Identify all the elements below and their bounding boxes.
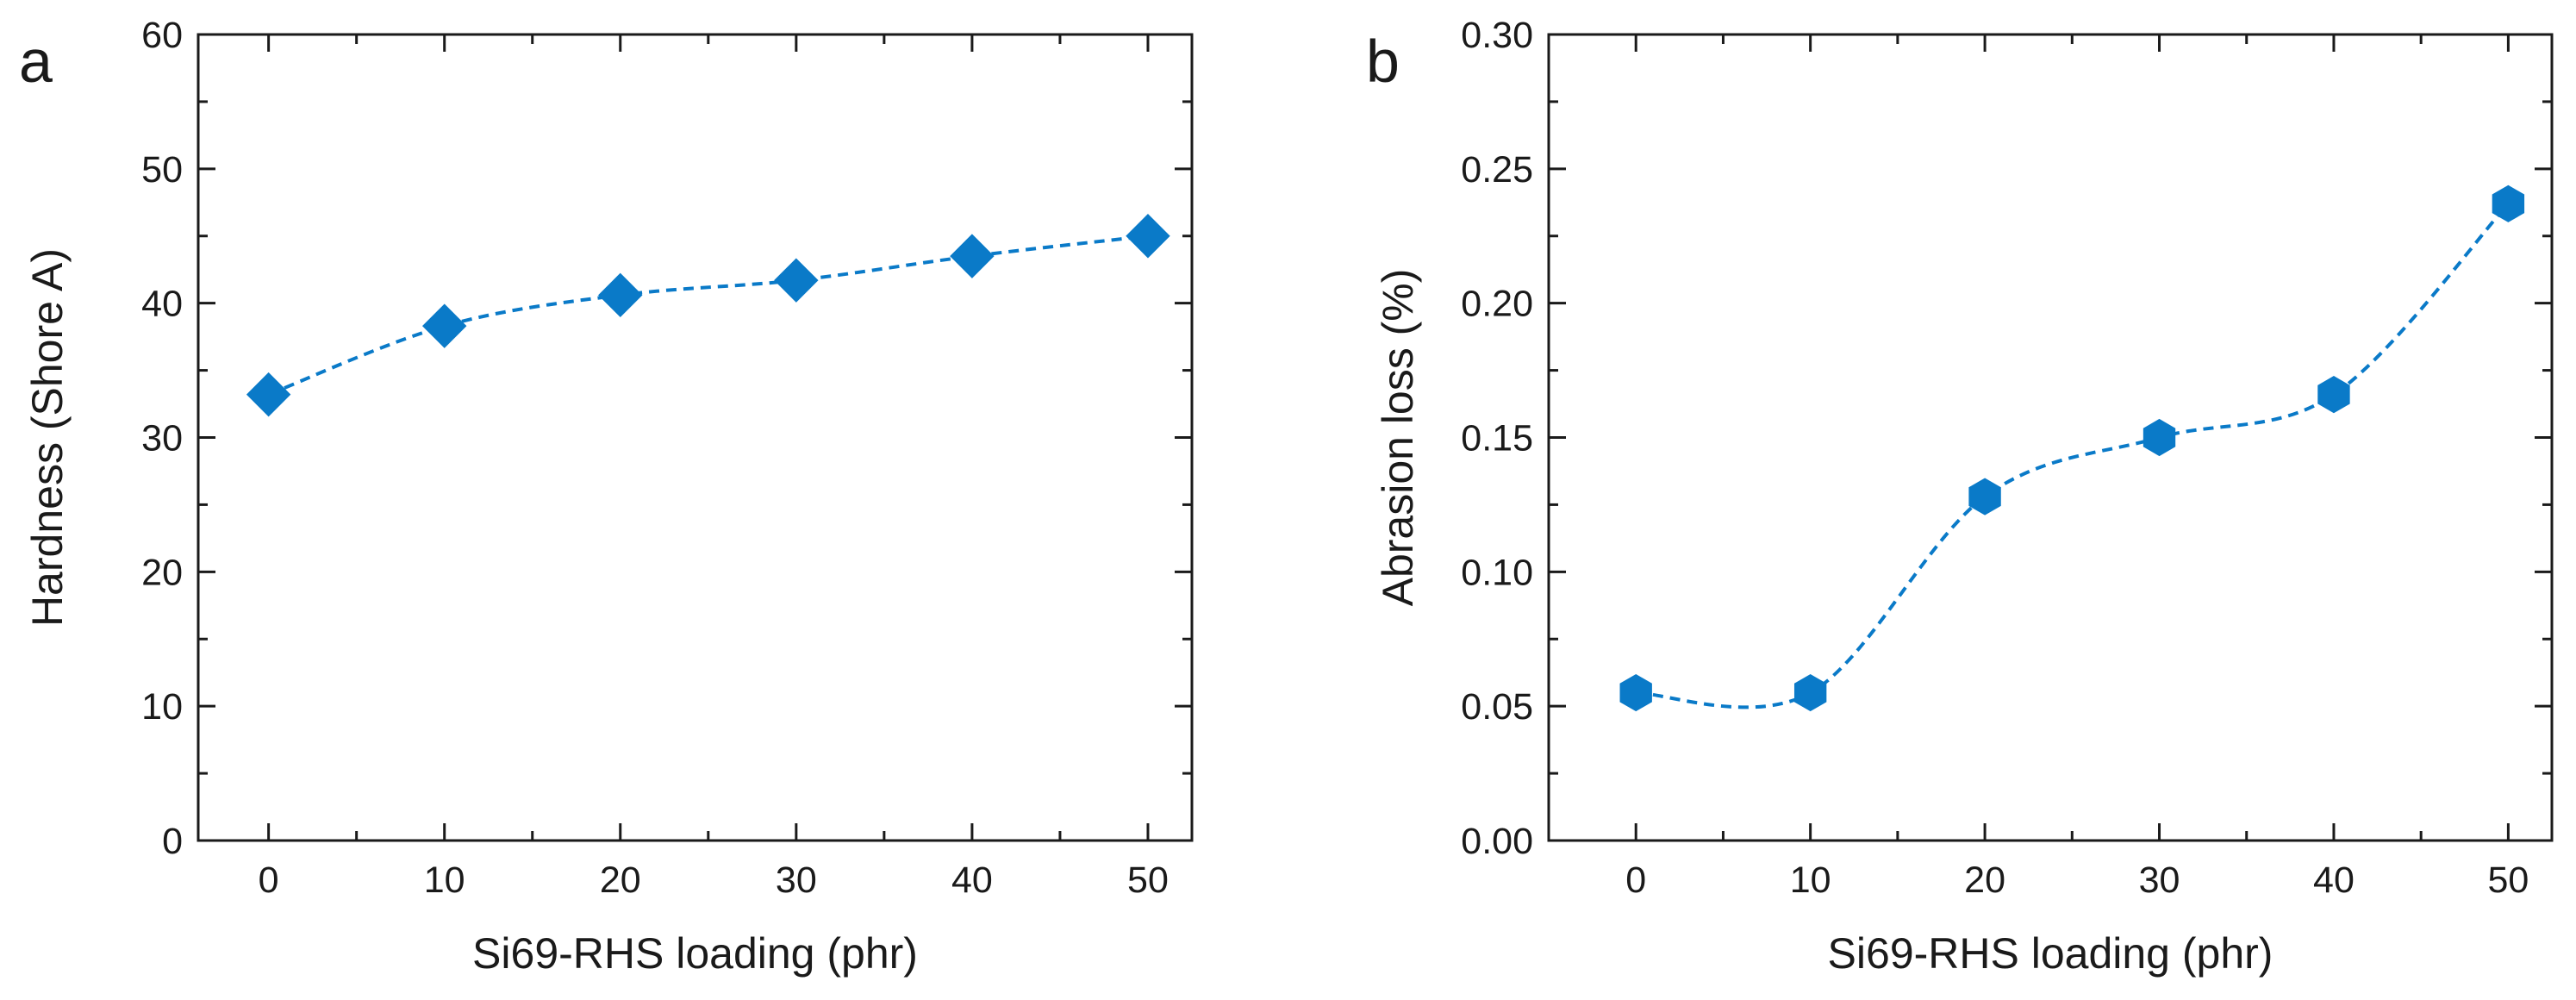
y-tick-label: 0.20	[1461, 284, 1533, 325]
data-point	[950, 234, 995, 278]
y-tick-label: 0.30	[1461, 15, 1533, 56]
data-point	[774, 258, 819, 303]
x-tick-label: 20	[600, 859, 641, 901]
plot-frame	[196, 33, 1194, 842]
panel-letter-b: b	[1366, 28, 1400, 95]
y-axis-label: Abrasion loss (%)	[1374, 269, 1422, 607]
y-tick-label: 0	[162, 821, 183, 862]
x-tick-label: 40	[2313, 859, 2355, 901]
panel-b: b 0 10 20 30 40 50 0.00 0.05 0.10 0.15 0.20 0.25 0.30…	[1366, 15, 2554, 978]
data-point	[598, 272, 643, 318]
x-tick-label: 0	[259, 859, 279, 901]
x-tick-label: 10	[1790, 859, 1831, 901]
y-tick-label: 0.10	[1461, 552, 1533, 593]
panel-a: a 0 10 20 30 40 50 0 10 20 30 40 50 60 Si69-RHS loadin…	[19, 15, 1194, 978]
x-tick-label: 50	[2487, 859, 2529, 901]
y-tick-label: 0.00	[1461, 821, 1533, 862]
x-axis-label: Si69-RHS loading (phr)	[472, 929, 918, 978]
y-tick-label: 0.15	[1461, 418, 1533, 459]
plot-frame	[1547, 33, 2554, 842]
y-tick-label: 50	[141, 149, 183, 191]
data-point	[2492, 184, 2525, 222]
data-point	[1793, 674, 1827, 712]
x-axis-label: Si69-RHS loading (phr)	[1828, 929, 2273, 978]
x-tick-label: 0	[1625, 859, 1646, 901]
data-point	[1968, 478, 2001, 516]
x-tick-label: 20	[1964, 859, 2005, 901]
y-tick-label: 30	[141, 418, 183, 459]
data-point	[1619, 674, 1652, 712]
data-point	[246, 372, 291, 417]
y-tick-label: 20	[141, 552, 183, 593]
x-tick-label: 30	[2139, 859, 2180, 901]
data-point	[421, 303, 467, 348]
x-tick-label: 30	[776, 859, 817, 901]
y-axis-label: Hardness (Shore A)	[23, 248, 72, 627]
y-tick-label: 0.25	[1461, 149, 1533, 191]
series-line	[1636, 203, 2510, 709]
data-point	[1126, 214, 1170, 259]
series-line	[267, 234, 1149, 397]
x-tick-label: 50	[1127, 859, 1169, 901]
y-tick-label: 40	[141, 284, 183, 325]
x-tick-label: 10	[424, 859, 465, 901]
panel-letter-a: a	[19, 28, 53, 95]
data-point	[2143, 418, 2176, 457]
x-tick-label: 40	[951, 859, 993, 901]
data-point	[2317, 376, 2350, 414]
y-tick-label: 0.05	[1461, 686, 1533, 728]
y-tick-label: 10	[141, 686, 183, 728]
y-tick-label: 60	[141, 15, 183, 56]
